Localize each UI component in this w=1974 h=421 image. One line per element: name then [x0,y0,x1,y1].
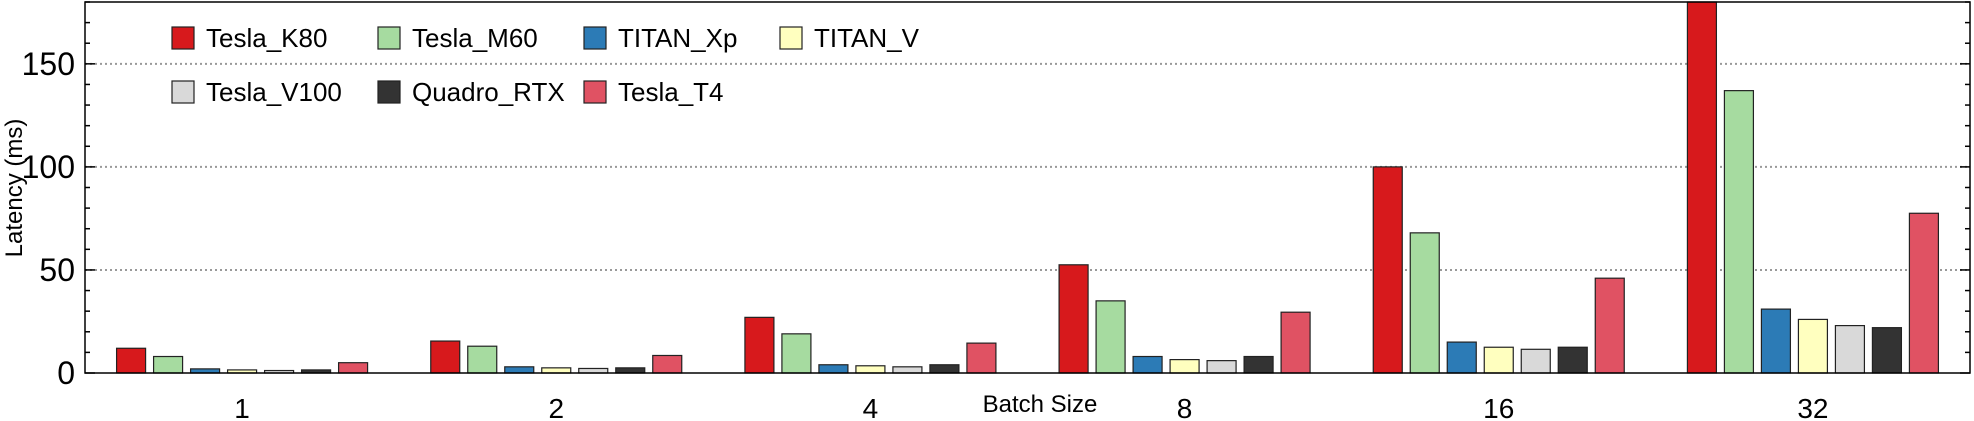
legend-swatch-tesla-m60 [377,26,401,50]
bar-quadro-rtx-4 [929,364,960,374]
bar-tesla-k80-2 [430,340,461,374]
legend-swatch-tesla-t4 [583,80,607,104]
x-axis-title: Batch Size [983,391,1098,418]
bar-titan-xp-2 [504,366,535,374]
x-tick-label: 16 [1483,393,1514,421]
bar-tesla-k80-32 [1686,1,1718,374]
bar-tesla-k80-8 [1058,264,1089,374]
y-tick-label: 50 [39,252,75,288]
bar-tesla-t4-4 [966,342,997,374]
bar-tesla-t4-1 [337,362,369,374]
bar-tesla-m60-8 [1095,300,1126,374]
bar-tesla-m60-32 [1723,90,1755,374]
bar-tesla-v100-4 [892,366,923,374]
bar-tesla-v100-8 [1206,360,1237,374]
bar-tesla-t4-8 [1280,311,1311,374]
legend-label-tesla-v100: Tesla_V100 [206,77,342,107]
legend: Tesla_K80 Tesla_M60 TITAN_Xp TITAN_V Tesla_V… [171,23,920,107]
bar-titan-v-16 [1483,346,1514,374]
plot-frame [84,1,1971,374]
grid-lines [85,62,1970,271]
x-tick-label: 32 [1797,393,1828,421]
legend-label-titan-xp: TITAN_Xp [618,23,737,53]
bar-titan-xp-16 [1446,341,1477,374]
y-tick-label: 100 [22,149,75,185]
y-axis-title: Latency (ms) [1,119,28,258]
bar-titan-xp-4 [818,364,849,374]
bar-tesla-v100-32 [1834,324,1866,374]
bar-titan-xp-8 [1132,355,1163,374]
bar-titan-v-4 [855,365,886,374]
y-tick-labels: 0 50 100 150 [22,46,75,391]
x-tick-label: 2 [548,393,564,421]
bar-quadro-rtx-8 [1243,355,1274,374]
bar-tesla-k80-1 [115,347,147,374]
bar-quadro-rtx-32 [1871,327,1903,374]
bar-tesla-m60-1 [152,355,184,374]
bar-titan-v-8 [1169,359,1200,374]
legend-swatch-titan-v [779,26,803,50]
y-tick-label: 150 [22,46,75,82]
legend-label-tesla-t4: Tesla_T4 [618,77,724,107]
bar-titan-v-2 [541,367,572,374]
bar-titan-xp-32 [1760,308,1792,374]
bar-tesla-t4-2 [652,354,683,374]
bar-tesla-k80-4 [744,316,775,374]
bar-tesla-t4-32 [1908,212,1940,374]
y-tick-label: 0 [57,355,75,391]
legend-label-tesla-k80: Tesla_K80 [206,23,327,53]
bar-titan-v-32 [1797,318,1829,374]
bar-tesla-t4-16 [1594,277,1625,374]
bar-tesla-v100-16 [1520,348,1551,374]
x-tick-label: 4 [863,393,879,421]
legend-swatch-quadro-rtx [377,80,401,104]
legend-swatch-tesla-k80 [171,26,195,50]
bars-group [115,1,1940,374]
bar-quadro-rtx-16 [1557,346,1588,374]
legend-swatch-tesla-v100 [171,80,195,104]
bar-tesla-m60-2 [467,345,498,374]
legend-label-titan-v: TITAN_V [814,23,920,53]
x-tick-label: 1 [234,393,250,421]
legend-label-quadro-rtx: Quadro_RTX [412,77,565,107]
bar-tesla-m60-4 [781,333,812,374]
bar-quadro-rtx-2 [615,367,646,374]
x-tick-labels: 1 2 4 8 16 32 [234,393,1828,421]
bar-tesla-m60-16 [1409,232,1440,374]
legend-swatch-titan-xp [583,26,607,50]
bar-tesla-k80-16 [1372,166,1403,374]
legend-label-tesla-m60: Tesla_M60 [412,23,538,53]
x-tick-label: 8 [1177,393,1193,421]
